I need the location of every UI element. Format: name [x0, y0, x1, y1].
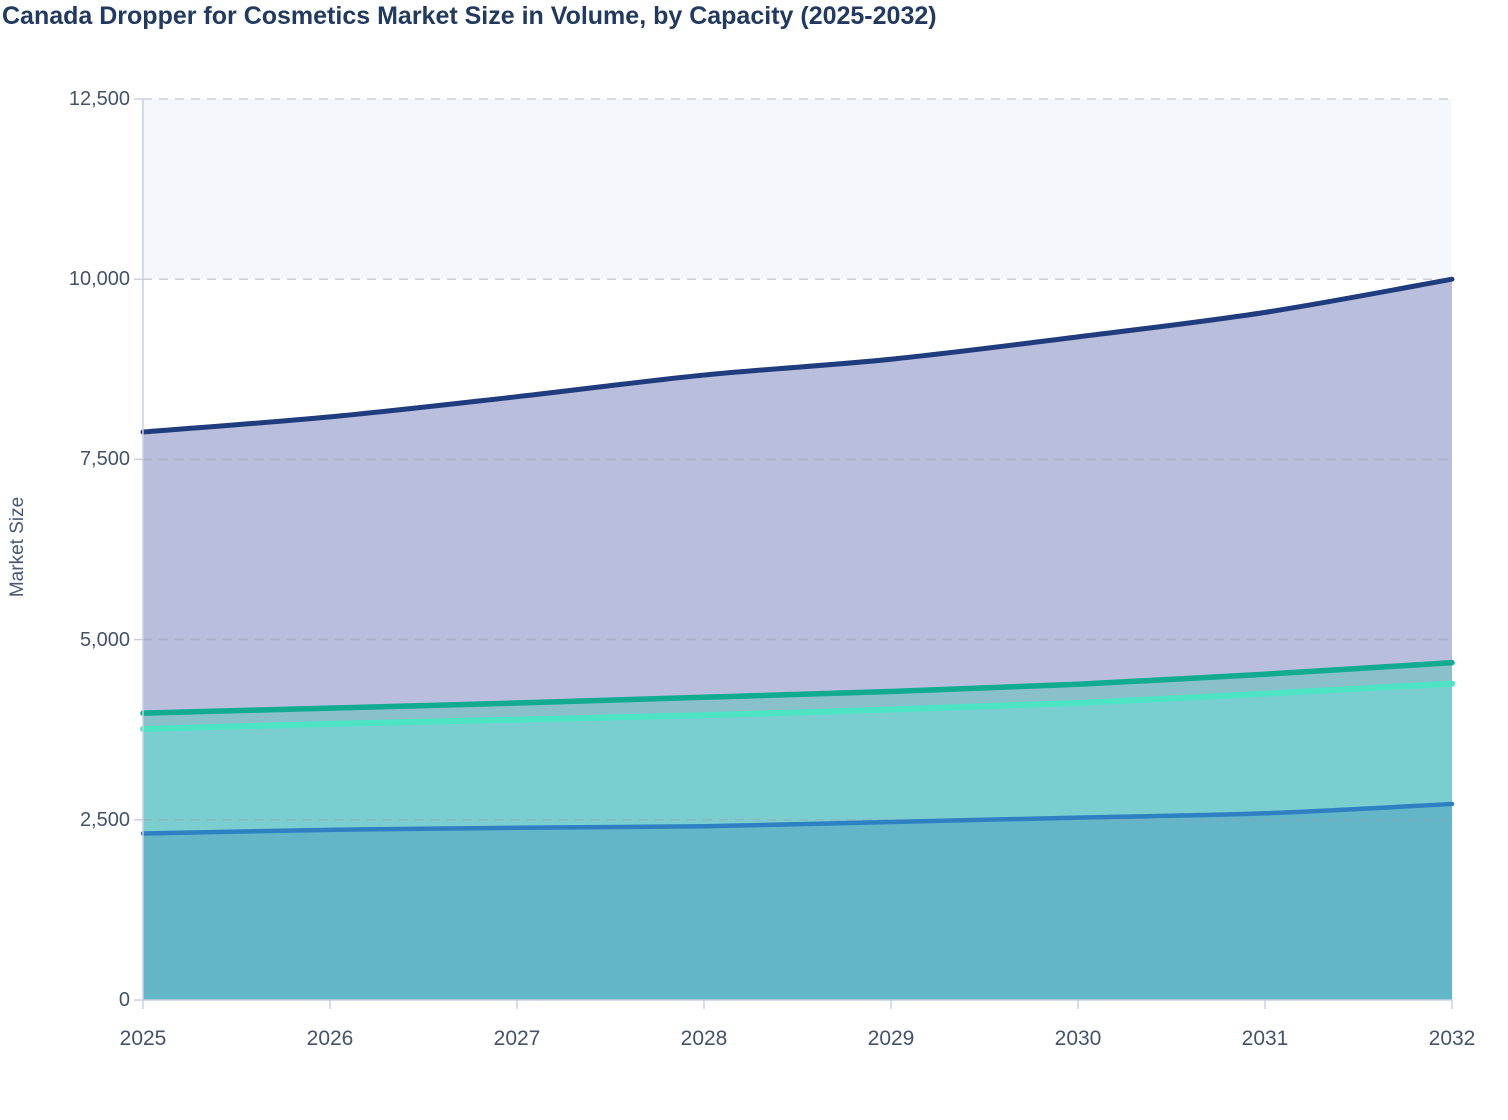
x-tick-label: 2032 [1428, 1027, 1476, 1050]
series-line-teal [140, 659, 1455, 716]
chart-svg [134, 98, 1455, 1009]
y-tick-label: 5,000 [79, 628, 130, 651]
x-tick-label: 2027 [493, 1027, 541, 1050]
x-tick-label: 2030 [1054, 1027, 1102, 1050]
y-tick-label: 7,500 [79, 448, 130, 471]
x-tick-label: 2029 [867, 1027, 915, 1050]
series-line-mint [140, 680, 1455, 732]
chart-title: Canada Dropper for Cosmetics Market Size… [2, 2, 937, 30]
x-tick-label: 2026 [306, 1027, 354, 1050]
y-axis-title: Market Size [7, 496, 28, 598]
y-tick-label: 10,000 [68, 268, 130, 291]
x-tick-label: 2028 [680, 1027, 728, 1050]
series-line-navy [140, 276, 1455, 435]
y-tick-label: 2,500 [79, 808, 130, 831]
y-tick-label: 0 [118, 989, 130, 1011]
series-line-blue [140, 801, 1455, 836]
x-tick-label: 2031 [1241, 1027, 1289, 1050]
y-tick-label: 12,500 [68, 88, 130, 110]
plot-area [134, 98, 1455, 1009]
area-fill-blue [143, 803, 1452, 1000]
plot-top-band [143, 99, 1452, 280]
x-tick-label: 2025 [119, 1027, 167, 1050]
